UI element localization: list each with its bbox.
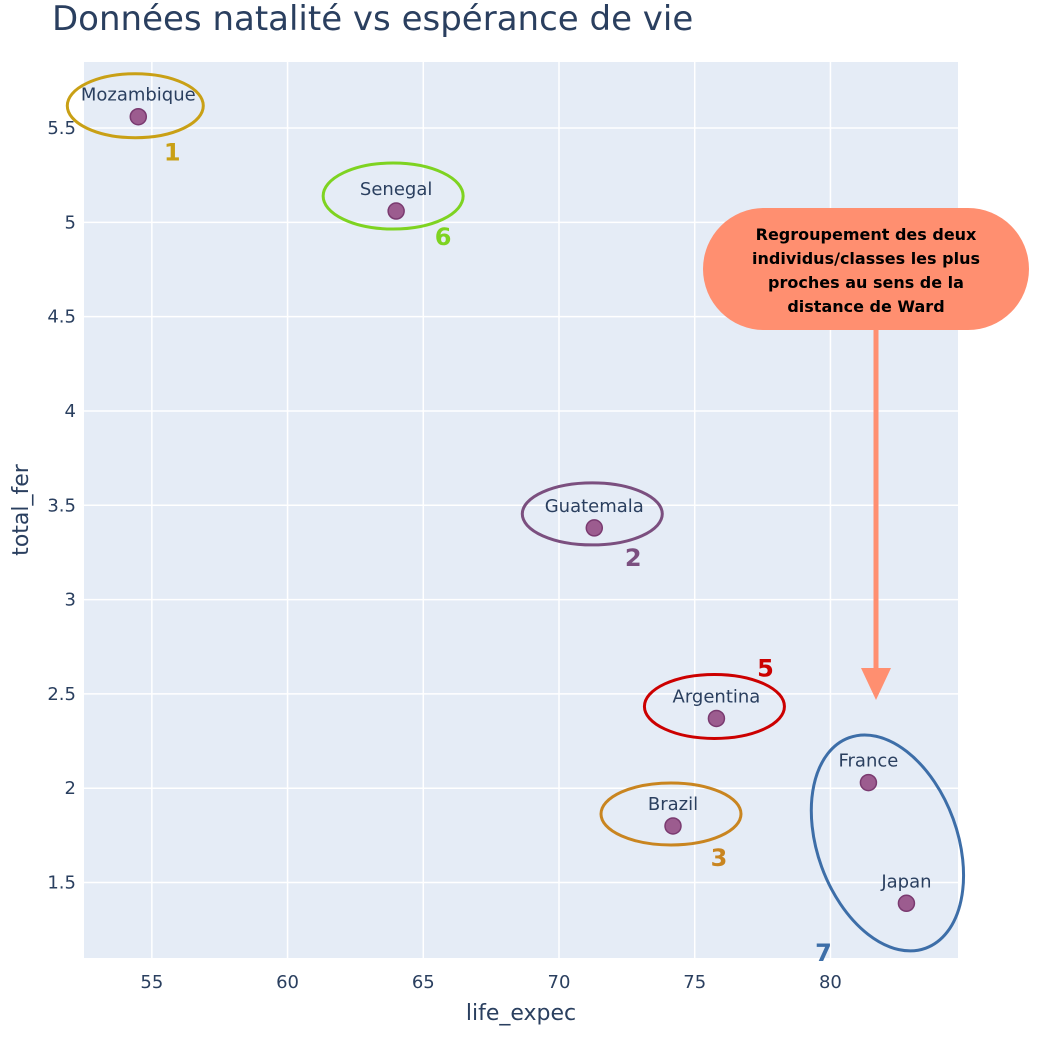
point-label: France: [838, 751, 898, 772]
y-tick-label: 3.5: [47, 495, 76, 516]
y-axis-ticks: 1.5 2 2.5 3 3.5 4 4.5 5 5.5: [47, 118, 76, 894]
y-tick-label: 5.5: [47, 118, 76, 139]
cluster-ellipse: [809, 733, 966, 953]
ward-callout: Regroupement des deux individus/classes l…: [703, 208, 1029, 700]
data-points: [129, 107, 916, 913]
callout-line: Regroupement des deux: [756, 225, 977, 244]
data-point: [707, 709, 726, 728]
x-tick-label: 65: [412, 972, 435, 993]
point-label: Argentina: [673, 686, 761, 707]
cluster-number: 2: [625, 544, 642, 572]
cluster-ellipse: [65, 72, 205, 140]
y-tick-label: 3: [65, 590, 76, 611]
x-tick-label: 80: [819, 972, 842, 993]
data-point: [585, 519, 604, 537]
data-point: [859, 773, 878, 792]
cluster-ellipse: [642, 672, 786, 740]
point-label: Japan: [880, 871, 931, 892]
cluster-number: 5: [757, 654, 774, 682]
x-axis-title: life_expec: [466, 1001, 576, 1026]
point-label: Senegal: [360, 179, 432, 200]
plot-area: [84, 62, 958, 958]
cluster-ellipse: [599, 781, 743, 847]
cluster-number: 6: [435, 223, 452, 251]
callout-text: Regroupement des deux individus/classes l…: [752, 225, 980, 316]
x-axis-ticks: 55 60 65 70 75 80: [140, 972, 841, 993]
callout-line: proches au sens de la: [768, 273, 964, 292]
point-label: Brazil: [648, 794, 698, 815]
y-tick-label: 4.5: [47, 307, 76, 328]
x-tick-label: 75: [683, 972, 706, 993]
x-tick-label: 70: [548, 972, 571, 993]
cluster-number: 1: [164, 139, 181, 167]
cluster-ellipse: [321, 161, 465, 231]
callout-box: [703, 208, 1029, 330]
x-tick-label: 60: [276, 972, 299, 993]
point-labels: Mozambique Senegal Guatemala Argentina Franc…: [81, 85, 932, 893]
data-point: [897, 894, 916, 913]
callout-arrowhead: [861, 668, 891, 700]
callout-line: individus/classes les plus: [752, 249, 980, 268]
y-tick-label: 1.5: [47, 873, 76, 894]
y-axis-title: total_fer: [9, 463, 34, 556]
y-tick-label: 5: [65, 212, 76, 233]
y-tick-label: 2.5: [47, 684, 76, 705]
y-tick-label: 2: [65, 778, 76, 799]
cluster-numbers: 1 6 2 5 3 7: [164, 139, 832, 967]
x-tick-label: 55: [140, 972, 163, 993]
data-point: [387, 202, 405, 220]
cluster-ellipse: [520, 481, 664, 547]
cluster-ellipses: [65, 72, 966, 953]
data-point: [664, 817, 682, 835]
point-label: Guatemala: [545, 496, 644, 517]
y-tick-label: 4: [65, 401, 76, 422]
callout-line: distance de Ward: [787, 297, 944, 316]
data-point: [129, 107, 148, 126]
cluster-number: 7: [815, 939, 832, 967]
chart-title: Données natalité vs espérance de vie: [52, 0, 693, 39]
cluster-number: 3: [711, 844, 728, 872]
point-label: Mozambique: [81, 85, 196, 106]
